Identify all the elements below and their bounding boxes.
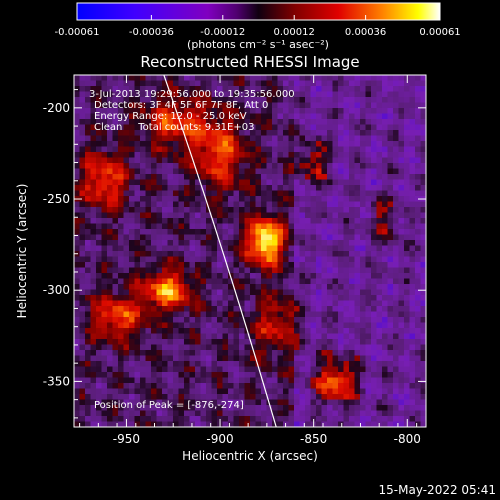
x-tick-label: -800: [394, 432, 421, 446]
colorbar-tick-label: 0.00036: [345, 27, 386, 38]
energy-range-text: Energy Range: 12.0 - 25.0 keV: [94, 111, 247, 122]
colorbar-tick-label: -0.00061: [55, 27, 100, 38]
x-tick-label: -900: [206, 432, 233, 446]
peak-position-text: Position of Peak = [-876,-274]: [94, 400, 244, 411]
y-tick-label: -350: [43, 374, 70, 388]
colorbar-tick-label: -0.00012: [200, 27, 245, 38]
solar-limb-line: [163, 75, 277, 427]
time-range-text: 3-Jul-2013 19:29:56.000 to 19:35:56.000: [89, 89, 295, 100]
x-tick-label: -850: [300, 432, 327, 446]
heatmap-image: [74, 75, 426, 427]
colorbar-tick-label: 0.00012: [274, 27, 315, 38]
detectors-text: Detectors: 3F 4F 5F 6F 7F 8F, Att 0: [94, 100, 268, 111]
colorbar-tick-label: 0.00061: [419, 27, 460, 38]
colorbar-unit-label: (photons cm⁻² s⁻¹ asec⁻²): [187, 38, 329, 51]
chart-title: Reconstructed RHESSI Image: [140, 53, 359, 71]
plot-frame: [73, 74, 427, 428]
colorbar-tick-label: -0.00036: [129, 27, 174, 38]
colorbar: [76, 2, 441, 21]
y-tick-label: -200: [43, 101, 70, 115]
y-tick-label: -300: [43, 283, 70, 297]
clean-totals-text: Clean Total counts: 9.31E+03: [94, 122, 254, 133]
x-tick-label: -950: [113, 432, 140, 446]
colorbar-ticks: -0.00061 -0.00036 -0.00012 0.00012 0.00036 0.…: [55, 15, 461, 38]
date-stamp: 15-May-2022 05:41: [379, 483, 496, 497]
x-axis-label: Heliocentric X (arcsec): [182, 449, 318, 463]
y-tick-label: -250: [43, 192, 70, 206]
y-axis-label: Heliocentric Y (arcsec): [15, 184, 29, 319]
axis-ticks: -950 -900 -850 -800 -200 -250 -300 -350: [43, 75, 426, 446]
